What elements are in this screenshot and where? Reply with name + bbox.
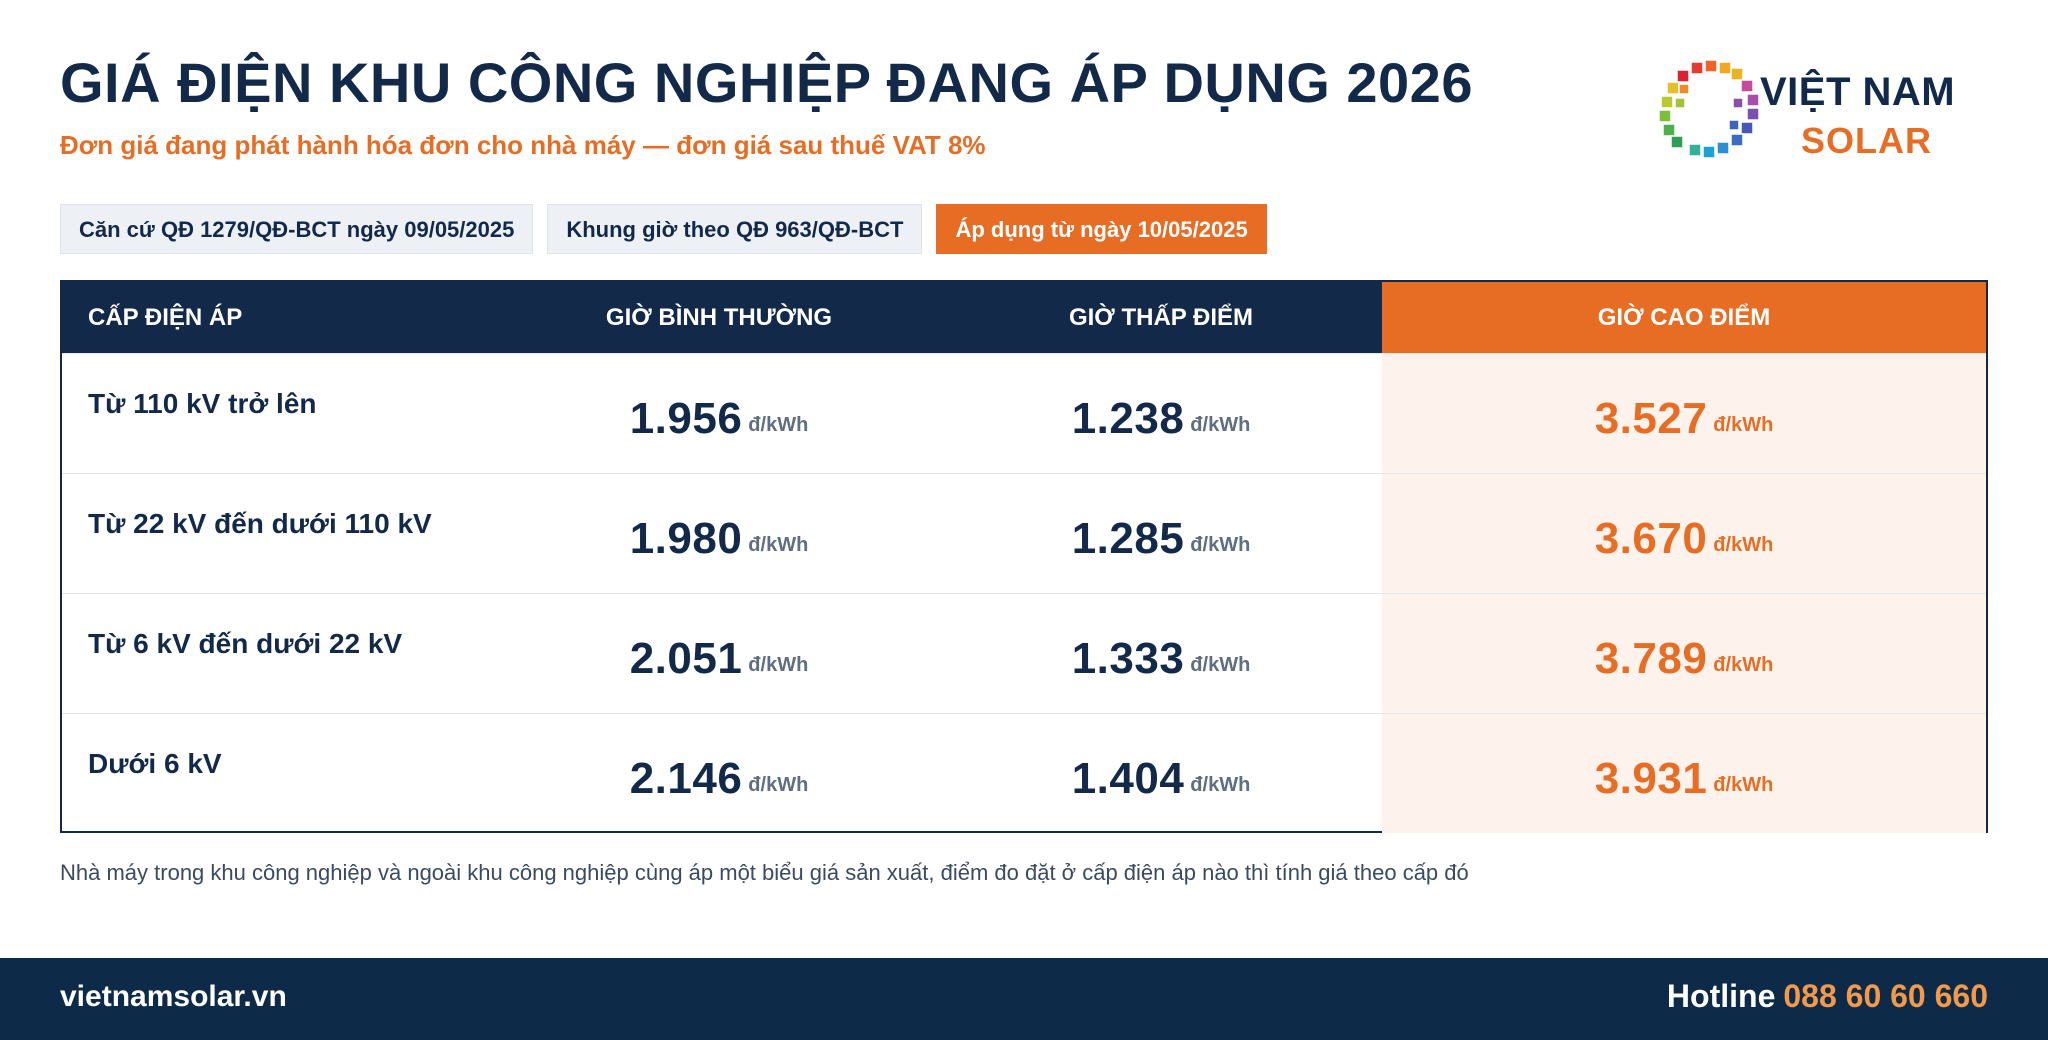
header-offpeak-hours: GIỜ THẤP ĐIỂM [940,282,1382,353]
price-unit: đ/kWh [1190,654,1251,676]
table-row: Từ 6 kV đến dưới 22 kV 2.051 đ/kWh 1.333 đ… [62,593,1986,713]
price-unit: đ/kWh [1713,534,1774,556]
offpeak-price-cell: 1.285 đ/kWh [940,474,1382,593]
price-value: 1.333 [1071,633,1185,683]
footer-bar: vietnamsolar.vn Hotline 088 60 60 660 [0,958,2048,1040]
price-value: 3.670 [1594,513,1708,563]
normal-price-cell: 1.956 đ/kWh [498,354,940,473]
price-value: 1.238 [1071,393,1185,443]
logo-text-solar: SOLAR [1801,120,1932,161]
price-unit: đ/kWh [748,534,809,556]
table-row: Từ 110 kV trở lên 1.956 đ/kWh 1.238 đ/kWh … [62,353,1986,473]
page-subtitle: Đơn giá đang phát hành hóa đơn cho nhà m… [60,130,986,160]
table-header: CẤP ĐIỆN ÁP GIỜ BÌNH THƯỜNG GIỜ THẤP ĐIỂ… [62,282,1986,353]
peak-price-cell: 3.789 đ/kWh [1382,594,1986,713]
price-unit: đ/kWh [1713,774,1774,796]
brand-logo: VIỆT NAM SOLAR [1655,58,1995,168]
price-value: 3.527 [1594,393,1708,443]
normal-price-cell: 2.146 đ/kWh [498,714,940,833]
price-value: 2.051 [629,633,743,683]
header-voltage-level: CẤP ĐIỆN ÁP [62,282,498,353]
price-unit: đ/kWh [748,654,809,676]
footnote: Nhà máy trong khu công nghiệp và ngoài k… [60,860,1469,885]
price-value: 3.789 [1594,633,1708,683]
chip-decision-1279: Căn cứ QĐ 1279/QĐ-BCT ngày 09/05/2025 [60,204,534,254]
price-unit: đ/kWh [1190,534,1251,556]
peak-price-cell: 3.670 đ/kWh [1382,474,1986,593]
chip-time-frame: Khung giờ theo QĐ 963/QĐ-BCT [547,204,923,254]
voltage-level-label: Từ 6 kV đến dưới 22 kV [88,628,403,659]
header-normal-hours: GIỜ BÌNH THƯỜNG [498,282,940,353]
voltage-level-label: Từ 110 kV trở lên [88,388,317,419]
offpeak-price-cell: 1.333 đ/kWh [940,594,1382,713]
table-row: Từ 22 kV đến dưới 110 kV 1.980 đ/kWh 1.28… [62,473,1986,593]
hotline-label: Hotline [1666,978,1776,1014]
price-unit: đ/kWh [1190,414,1251,436]
voltage-level-label: Dưới 6 kV [88,748,222,779]
price-unit: đ/kWh [748,414,809,436]
peak-price-cell: 3.931 đ/kWh [1382,714,1986,833]
price-value: 1.285 [1071,513,1185,563]
price-unit: đ/kWh [1713,414,1774,436]
hotline: Hotline 088 60 60 660 [1667,978,1988,1015]
solar-ring-icon [1658,59,1760,159]
reference-chips: Căn cứ QĐ 1279/QĐ-BCT ngày 09/05/2025 Kh… [60,204,1267,254]
price-unit: đ/kWh [1190,774,1251,796]
voltage-level-label: Từ 22 kV đến dưới 110 kV [88,508,432,539]
price-value: 1.956 [629,393,743,443]
hotline-number[interactable]: 088 60 60 660 [1783,978,1988,1014]
offpeak-price-cell: 1.238 đ/kWh [940,354,1382,473]
price-unit: đ/kWh [1713,654,1774,676]
peak-price-cell: 3.527 đ/kWh [1382,354,1986,473]
normal-price-cell: 1.980 đ/kWh [498,474,940,593]
price-value: 1.980 [629,513,743,563]
website-link[interactable]: vietnamsolar.vn [60,980,287,1013]
chip-effective-date: Áp dụng từ ngày 10/05/2025 [936,204,1267,254]
price-value: 2.146 [629,753,743,803]
offpeak-price-cell: 1.404 đ/kWh [940,714,1382,833]
price-value: 1.404 [1071,753,1185,803]
normal-price-cell: 2.051 đ/kWh [498,594,940,713]
price-table: CẤP ĐIỆN ÁP GIỜ BÌNH THƯỜNG GIỜ THẤP ĐIỂ… [60,280,1988,833]
logo-text-vietnam: VIỆT NAM [1760,70,1956,114]
price-value: 3.931 [1594,753,1708,803]
table-row: Dưới 6 kV 2.146 đ/kWh 1.404 đ/kWh 3.931 đ/k… [62,713,1986,833]
header-peak-hours: GIỜ CAO ĐIỂM [1382,282,1986,353]
price-unit: đ/kWh [748,774,809,796]
page-title: GIÁ ĐIỆN KHU CÔNG NGHIỆP ĐANG ÁP DỤNG 20… [60,51,1473,114]
